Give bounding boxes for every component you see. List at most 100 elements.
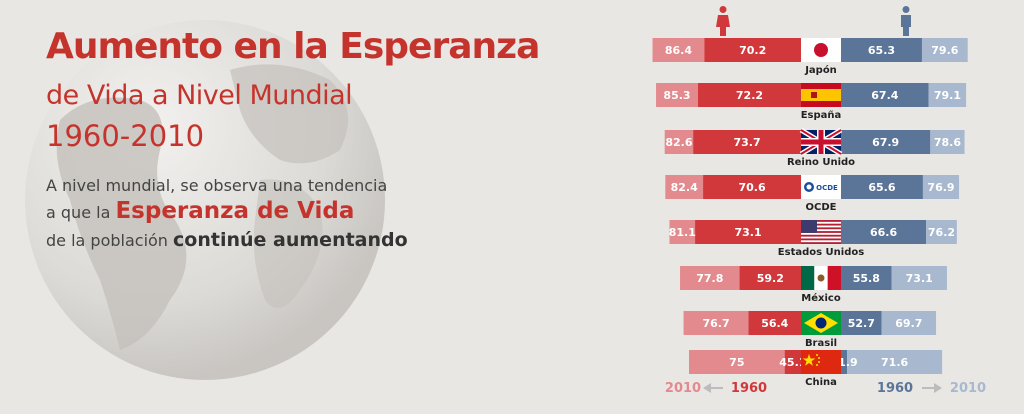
label-female-1960: 59.2 — [757, 272, 784, 285]
label-female-2010: 85.3 — [663, 89, 690, 102]
globe-landmass-europe — [230, 64, 348, 164]
bar-female-1960 — [784, 350, 801, 374]
bar-female-2010 — [680, 266, 740, 290]
bar-male-2010 — [921, 38, 968, 62]
country-row: 81.1 73.1 66.6 76.2 Estados Unidos — [669, 220, 957, 258]
country-row: 85.3 72.2 67.4 79.1 España — [656, 83, 967, 121]
country-label: México — [801, 292, 841, 304]
bar-male-2010 — [881, 311, 937, 335]
country-row: 86.4 70.2 65.3 79.6 Japón — [652, 38, 968, 76]
page-title: Aumento en la Esperanza — [46, 26, 540, 67]
label-female-1960: 70.6 — [738, 181, 765, 194]
legend-male-1960: 1960 — [877, 381, 913, 396]
label-female-2010: 82.6 — [665, 136, 692, 149]
globe-landmass-americas — [56, 97, 187, 350]
label-female-1960: 45.1 — [779, 356, 806, 369]
bar-male-1960 — [841, 266, 892, 290]
bar-male-1960 — [841, 130, 931, 154]
label-male-2010: 73.1 — [906, 272, 933, 285]
country-label: España — [801, 110, 842, 121]
bar-male-1960 — [841, 175, 923, 199]
highlight-keep-increasing: continúe aumentando — [173, 229, 408, 251]
legend-arrow-left — [703, 383, 723, 393]
label-male-1960: 52.7 — [848, 317, 875, 330]
country-row: 82.4 70.6 65.6 76.9 OCDE OCDE — [665, 175, 960, 213]
label-female-1960: 73.1 — [734, 226, 761, 239]
legend-female-2010: 2010 — [665, 381, 701, 396]
country-label: Japón — [804, 64, 837, 76]
country-label: China — [805, 377, 837, 388]
legend-male-2010: 2010 — [950, 381, 986, 396]
flag-japan — [801, 38, 841, 62]
description-line-3: de la población continúe aumentando — [46, 229, 408, 251]
description-line-1: A nivel mundial, se observa una tendenci… — [46, 176, 388, 195]
bar-male-2010 — [928, 83, 967, 107]
bar-female-1960 — [697, 83, 801, 107]
label-female-2010: 75 — [729, 356, 744, 369]
flag-usa — [801, 220, 841, 244]
label-female-1960: 70.2 — [739, 44, 766, 57]
bar-female-2010 — [689, 350, 785, 374]
label-male-2010: 79.6 — [931, 44, 958, 57]
oecd-logo-text: OCDE — [816, 184, 838, 192]
label-male-2010: 76.9 — [927, 181, 954, 194]
flag-uk — [799, 127, 843, 157]
legend: 2010 1960 1960 2010 — [665, 381, 986, 396]
country-row: 77.8 59.2 55.8 73.1 México — [680, 266, 947, 304]
bar-female-2010 — [683, 311, 749, 335]
flag-oecd: OCDE — [801, 175, 841, 199]
bar-female-2010 — [656, 83, 698, 107]
country-row: 82.6 73.7 67.9 78.6 Reino Unido — [664, 127, 965, 168]
country-row: 76.7 56.4 52.7 69.7 Brasil — [683, 311, 937, 349]
label-male-2010: 69.7 — [895, 317, 922, 330]
flag-china — [801, 350, 841, 374]
label-female-2010: 76.7 — [702, 317, 729, 330]
label-male-2010: 78.6 — [934, 136, 961, 149]
bar-male-2010 — [847, 350, 943, 374]
label-male-2010: 79.1 — [934, 89, 961, 102]
bar-male-1960 — [841, 350, 848, 374]
bar-male-2010 — [926, 220, 957, 244]
flag-brazil — [801, 311, 841, 335]
description-line-2: a que la Esperanza de Vida — [46, 198, 355, 224]
bar-male-1960 — [841, 83, 929, 107]
country-label: OCDE — [806, 202, 837, 213]
bar-female-1960 — [693, 130, 801, 154]
bar-male-2010 — [930, 130, 965, 154]
label-male-1960: 65.6 — [868, 181, 895, 194]
bar-male-1960 — [841, 38, 922, 62]
globe-background — [25, 20, 385, 380]
bar-female-2010 — [652, 38, 705, 62]
bar-female-1960 — [748, 311, 801, 335]
label-female-1960: 72.2 — [736, 89, 763, 102]
bar-female-1960 — [703, 175, 801, 199]
male-icon — [901, 6, 911, 36]
label-female-1960: 56.4 — [761, 317, 788, 330]
bar-female-2010 — [665, 175, 704, 199]
label-male-2010: 71.6 — [881, 356, 908, 369]
bar-male-1960 — [841, 311, 882, 335]
label-female-2010: 77.8 — [696, 272, 723, 285]
label-male-1960: 65.3 — [868, 44, 895, 57]
legend-female-1960: 1960 — [731, 381, 767, 396]
bar-female-2010 — [669, 220, 696, 244]
highlight-life-expectancy: Esperanza de Vida — [115, 198, 355, 224]
country-label: Brasil — [805, 338, 837, 349]
label-female-2010: 86.4 — [665, 44, 692, 57]
label-male-1960: 67.4 — [871, 89, 898, 102]
label-male-1960: 66.6 — [870, 226, 897, 239]
label-female-1960: 73.7 — [734, 136, 761, 149]
bar-male-2010 — [922, 175, 960, 199]
legend-arrow-right — [922, 383, 942, 393]
flag-mexico — [801, 266, 841, 290]
label-male-1960: 67.9 — [872, 136, 899, 149]
label-female-2010: 81.1 — [669, 226, 696, 239]
page-year-range: 1960-2010 — [46, 119, 205, 153]
country-label: Estados Unidos — [778, 247, 864, 258]
globe-landmass-africa — [253, 179, 323, 308]
label-male-1960: 55.8 — [853, 272, 880, 285]
bar-female-1960 — [704, 38, 801, 62]
flag-spain — [801, 83, 841, 107]
label-male-2010: 76.2 — [928, 226, 955, 239]
